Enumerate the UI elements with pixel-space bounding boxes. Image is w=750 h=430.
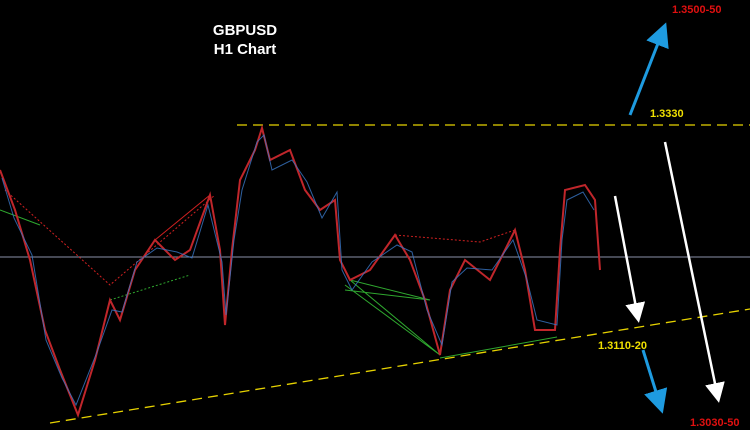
level-label: 1.3030-50	[690, 417, 740, 429]
arrow-down	[641, 349, 668, 414]
price-trace	[0, 124, 601, 418]
support-line	[49, 308, 750, 424]
level-label: 1.3110-20	[598, 340, 647, 352]
chart-subtitle: H1 Chart	[214, 41, 277, 58]
arrow-up	[628, 22, 669, 116]
chart-title: GBPUSD	[213, 22, 277, 39]
level-label: 1.3500-50	[672, 4, 722, 16]
price-trace-wicks	[1, 134, 595, 407]
arrow-down	[663, 141, 725, 403]
level-label: 1.3330	[650, 108, 684, 120]
arrow-down	[613, 195, 646, 323]
